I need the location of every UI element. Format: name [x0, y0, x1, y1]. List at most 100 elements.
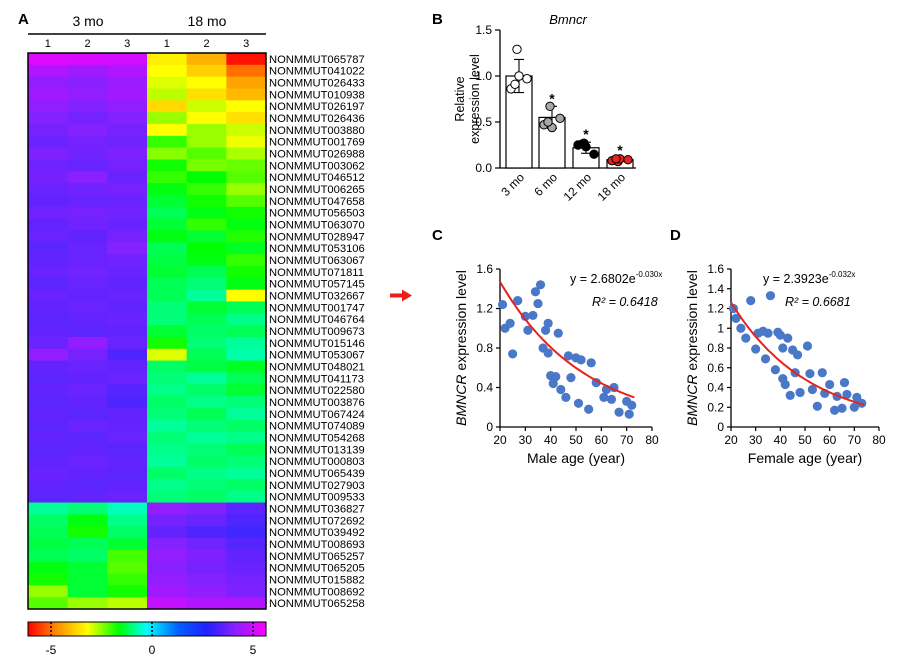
y-tick-label: 1.2: [707, 302, 724, 316]
y-tick-label: 0.4: [476, 381, 493, 395]
heatmap-cell: [107, 313, 148, 326]
x-tick-label: 50: [798, 433, 812, 447]
heatmap-cell: [67, 88, 108, 101]
heatmap-cell: [107, 289, 148, 302]
heatmap-cell: [226, 490, 267, 503]
heatmap-cell: [226, 384, 267, 397]
r-squared-label: R² = 0.6418: [592, 295, 658, 309]
heatmap-cell: [107, 88, 148, 101]
heatmap-cell: [226, 502, 267, 515]
row-label: NONMMUT047658: [269, 196, 365, 208]
row-label: NONMMUT001747: [269, 302, 365, 314]
heatmap-cell: [226, 159, 267, 172]
heatmap-cell: [147, 467, 188, 480]
y-tick-label: 0.8: [707, 341, 724, 355]
heatmap-cell: [67, 325, 108, 338]
heatmap-cell: [147, 147, 188, 160]
heatmap-cell: [28, 372, 69, 385]
bar-category-label: 6 mo: [531, 170, 560, 199]
heatmap-cell: [107, 230, 148, 243]
heatmap-cell: [147, 218, 188, 231]
scatter-point: [817, 368, 827, 378]
heatmap-cell: [107, 194, 148, 208]
heatmap-cell: [67, 100, 108, 113]
heatmap-cell: [226, 313, 267, 326]
row-label: NONMMUT063067: [269, 255, 365, 267]
data-point: [555, 113, 565, 124]
heatmap-cell: [28, 348, 69, 361]
y-axis-label: BMNCR expression level: [453, 270, 469, 426]
bar-chart-ylabel: Relativeexpression level: [453, 54, 482, 144]
heatmap-cell: [226, 455, 267, 468]
bar-chart-bars: 3 mo * 6 mo * 12 mo * 18 mo: [498, 58, 634, 204]
heatmap-cell: [28, 502, 69, 515]
scatter-point: [563, 351, 574, 361]
highlight-arrow-icon: [390, 289, 412, 302]
heatmap-cell: [226, 218, 267, 231]
heatmap-cells: [28, 53, 267, 610]
heatmap-cell: [107, 538, 148, 551]
heatmap-cell: [147, 230, 188, 243]
scatter-point: [523, 325, 533, 335]
scatter-point: [785, 390, 795, 400]
bar-category-label: 18 mo: [595, 170, 629, 204]
x-axis-label: Female age (year): [748, 450, 862, 466]
y-tick-label: 0.8: [476, 341, 493, 355]
heatmap-cell: [147, 254, 188, 267]
scatter-point: [741, 333, 751, 343]
heatmap-cell: [186, 123, 227, 137]
group-label-18mo: 18 mo: [188, 13, 227, 29]
y-tick-label: 0: [717, 420, 724, 434]
scatter-point: [731, 313, 741, 323]
heatmap-cell: [28, 218, 69, 231]
x-tick-label: 40: [774, 433, 788, 447]
heatmap-cell: [67, 123, 108, 137]
row-label: NONMMUT039492: [269, 527, 365, 539]
heatmap-cell: [186, 538, 227, 551]
row-label: NONMMUT065257: [269, 551, 365, 563]
heatmap-cell: [107, 396, 148, 409]
row-label: NONMMUT071811: [269, 267, 364, 279]
significance-mark: *: [617, 142, 623, 158]
data-point: [545, 101, 555, 112]
heatmap-cell: [147, 336, 188, 350]
heatmap-cell: [107, 76, 148, 89]
y-tick-label: 1.6: [476, 262, 493, 276]
heatmap-cell: [226, 301, 267, 314]
heatmap-cell: [147, 64, 188, 78]
scatter-point: [765, 291, 776, 301]
row-labels: NONMMUT065787NONMMUT041022NONMMUT026433N…: [269, 54, 365, 610]
scatter-point: [599, 392, 609, 402]
heatmap-cell: [67, 194, 108, 208]
heatmap-cell: [28, 490, 69, 503]
panel-b-bar-chart: B Bmncr Relativeexpression level 0.0 0.5 1…: [432, 11, 636, 204]
scatter-point: [513, 296, 523, 306]
heatmap-cell: [226, 585, 267, 598]
heatmap-cell: [186, 230, 227, 243]
heatmap-cell: [147, 194, 188, 208]
scatter-point: [606, 394, 617, 404]
heatmap-cell: [186, 396, 227, 409]
heatmap-cell: [226, 289, 267, 302]
scatter-point: [573, 398, 584, 408]
scatter-point: [556, 384, 566, 395]
heatmap-cell: [67, 549, 108, 563]
scatter-point: [783, 333, 793, 343]
heatmap-cell: [147, 183, 188, 196]
panel-d-scatter: D 0 0.2 0.4 0.6 0.8 1 1.2 1.4 1.6 20 30 40 50 60 70 80 F…: [670, 227, 886, 466]
x-tick-label: 20: [724, 433, 738, 447]
heatmap-cell: [147, 88, 188, 101]
bar-chart-ytick: 1.5: [475, 23, 492, 37]
heatmap-cell: [186, 242, 227, 255]
heatmap-cell: [28, 242, 69, 255]
heatmap-cell: [67, 147, 108, 160]
row-label: NONMMUT074089: [269, 421, 365, 433]
heatmap-cell: [107, 100, 148, 113]
panel-letter-a: A: [18, 11, 29, 28]
heatmap-cell: [28, 254, 69, 267]
scatter-point: [551, 372, 561, 382]
heatmap-cell: [226, 183, 267, 196]
data-point: [510, 79, 520, 89]
heatmap-cell: [67, 348, 108, 361]
